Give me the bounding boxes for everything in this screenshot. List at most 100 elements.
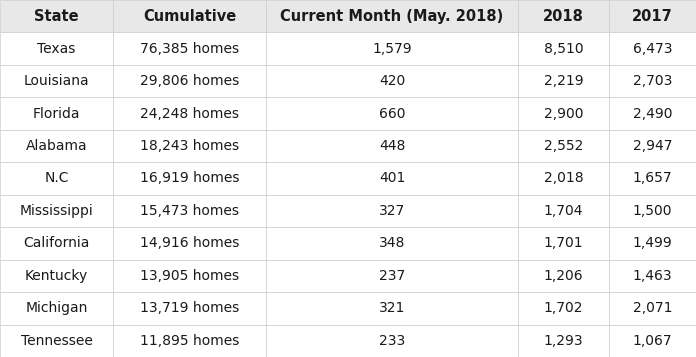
Text: 348: 348 <box>379 236 405 250</box>
Text: 2,018: 2,018 <box>544 171 583 186</box>
Bar <box>0 227 113 260</box>
Bar <box>266 162 518 195</box>
Bar <box>113 162 266 195</box>
Bar <box>609 227 696 260</box>
Text: Current Month (May. 2018): Current Month (May. 2018) <box>280 9 504 24</box>
Text: 16,919 homes: 16,919 homes <box>140 171 239 186</box>
Text: Cumulative: Cumulative <box>143 9 236 24</box>
Bar <box>266 292 518 325</box>
Text: 1,701: 1,701 <box>544 236 583 250</box>
Text: 2,947: 2,947 <box>633 139 672 153</box>
Bar <box>518 292 609 325</box>
Bar <box>0 65 113 97</box>
Text: 11,895 homes: 11,895 homes <box>140 334 239 348</box>
Text: 401: 401 <box>379 171 405 186</box>
Bar <box>518 65 609 97</box>
Text: Texas: Texas <box>38 42 76 56</box>
Text: 2,490: 2,490 <box>633 107 672 121</box>
Bar <box>518 32 609 65</box>
Text: 1,293: 1,293 <box>544 334 583 348</box>
Bar <box>0 260 113 292</box>
Bar <box>113 32 266 65</box>
Text: 1,463: 1,463 <box>633 269 672 283</box>
Text: 6,473: 6,473 <box>633 42 672 56</box>
Bar <box>0 325 113 357</box>
Text: 1,702: 1,702 <box>544 301 583 315</box>
Bar <box>518 97 609 130</box>
Bar <box>518 227 609 260</box>
Bar <box>266 97 518 130</box>
Text: Kentucky: Kentucky <box>25 269 88 283</box>
Bar <box>609 260 696 292</box>
Text: 13,719 homes: 13,719 homes <box>140 301 239 315</box>
Bar <box>0 32 113 65</box>
Bar <box>113 292 266 325</box>
Bar <box>609 32 696 65</box>
Bar <box>113 130 266 162</box>
Text: California: California <box>23 236 90 250</box>
Text: 14,916 homes: 14,916 homes <box>140 236 239 250</box>
Text: Louisiana: Louisiana <box>24 74 89 88</box>
Text: State: State <box>34 9 79 24</box>
Text: 2,703: 2,703 <box>633 74 672 88</box>
Bar <box>518 130 609 162</box>
Text: 29,806 homes: 29,806 homes <box>140 74 239 88</box>
Text: 2018: 2018 <box>543 9 584 24</box>
Bar <box>0 292 113 325</box>
Bar <box>113 227 266 260</box>
Text: Florida: Florida <box>33 107 80 121</box>
Bar <box>609 97 696 130</box>
Text: 233: 233 <box>379 334 405 348</box>
Bar <box>266 65 518 97</box>
Bar <box>609 130 696 162</box>
Bar <box>0 162 113 195</box>
Text: 448: 448 <box>379 139 405 153</box>
Bar <box>609 292 696 325</box>
Text: N.C: N.C <box>45 171 69 186</box>
Text: Tennessee: Tennessee <box>21 334 93 348</box>
Bar <box>113 195 266 227</box>
Text: 18,243 homes: 18,243 homes <box>140 139 239 153</box>
Bar <box>266 325 518 357</box>
Text: 76,385 homes: 76,385 homes <box>140 42 239 56</box>
Bar <box>609 65 696 97</box>
Text: 2,552: 2,552 <box>544 139 583 153</box>
Bar <box>518 195 609 227</box>
Text: 237: 237 <box>379 269 405 283</box>
Bar <box>518 260 609 292</box>
Text: 24,248 homes: 24,248 homes <box>140 107 239 121</box>
Bar <box>0 130 113 162</box>
Text: 2017: 2017 <box>632 9 673 24</box>
Text: 15,473 homes: 15,473 homes <box>140 204 239 218</box>
Bar <box>518 0 609 32</box>
Text: 327: 327 <box>379 204 405 218</box>
Text: 2,219: 2,219 <box>544 74 583 88</box>
Text: 1,067: 1,067 <box>633 334 672 348</box>
Bar <box>518 325 609 357</box>
Text: 8,510: 8,510 <box>544 42 583 56</box>
Text: 1,657: 1,657 <box>633 171 672 186</box>
Bar <box>266 195 518 227</box>
Bar <box>0 195 113 227</box>
Text: 2,900: 2,900 <box>544 107 583 121</box>
Bar <box>266 0 518 32</box>
Text: 1,499: 1,499 <box>633 236 672 250</box>
Bar <box>609 195 696 227</box>
Text: 1,500: 1,500 <box>633 204 672 218</box>
Text: Alabama: Alabama <box>26 139 87 153</box>
Bar <box>609 325 696 357</box>
Bar <box>609 0 696 32</box>
Text: Michigan: Michigan <box>25 301 88 315</box>
Text: 2,071: 2,071 <box>633 301 672 315</box>
Text: Mississippi: Mississippi <box>19 204 93 218</box>
Bar <box>113 97 266 130</box>
Text: 1,579: 1,579 <box>372 42 412 56</box>
Text: 13,905 homes: 13,905 homes <box>140 269 239 283</box>
Bar <box>266 32 518 65</box>
Bar <box>266 260 518 292</box>
Bar <box>266 227 518 260</box>
Bar <box>518 162 609 195</box>
Text: 660: 660 <box>379 107 405 121</box>
Text: 1,704: 1,704 <box>544 204 583 218</box>
Bar <box>609 162 696 195</box>
